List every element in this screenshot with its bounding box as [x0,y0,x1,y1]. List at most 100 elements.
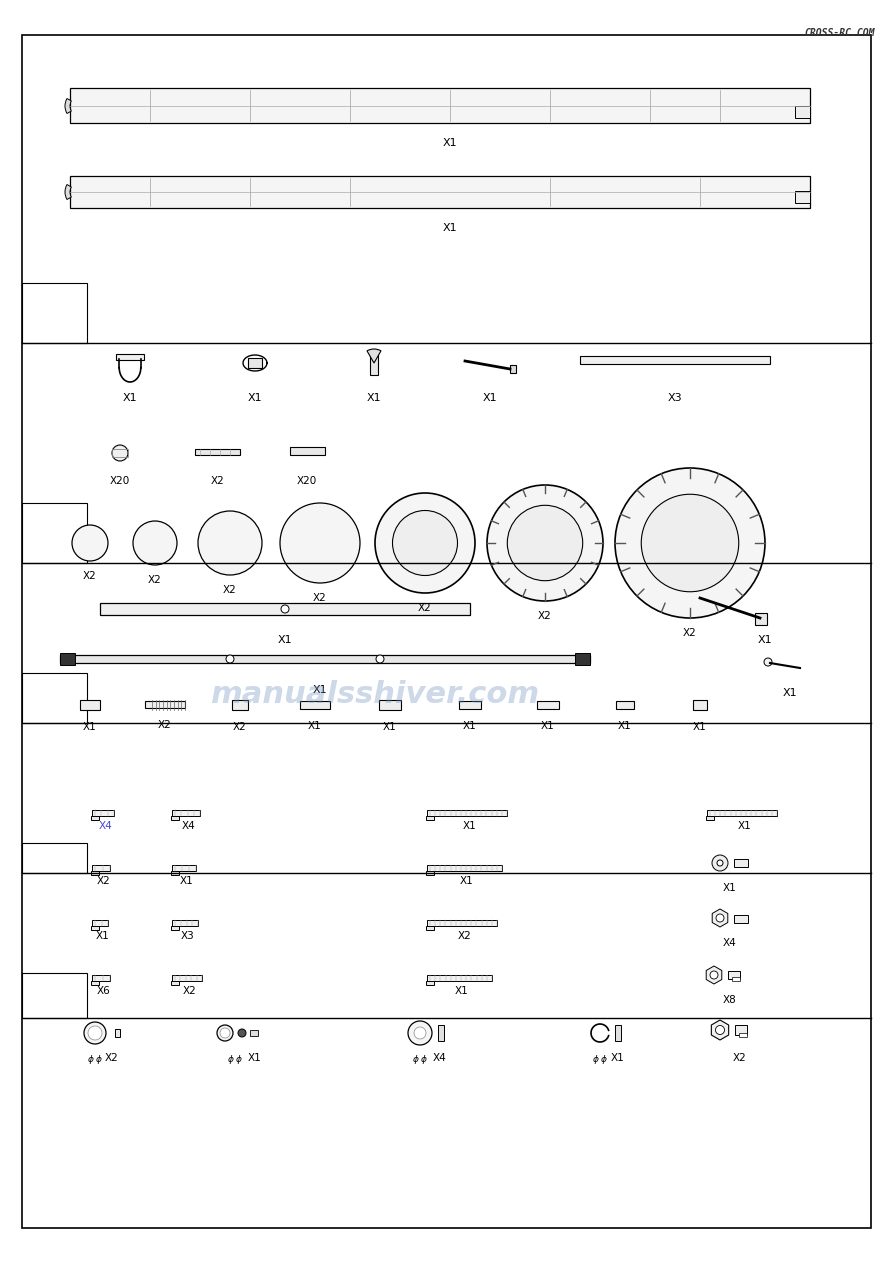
Bar [728,971,740,979]
Bar [112,450,128,457]
Bar [232,700,248,710]
Bar [60,655,590,663]
Circle shape [88,1026,102,1039]
Text: X1: X1 [618,721,632,731]
Text: X1: X1 [693,722,707,733]
Circle shape [764,658,772,666]
Bar [60,653,75,666]
Bar [706,816,714,820]
Circle shape [717,860,723,866]
Circle shape [393,510,457,576]
Bar [172,865,196,871]
Bar [510,365,516,373]
Text: X1: X1 [122,393,138,403]
Bar [171,926,179,930]
Text: X1: X1 [611,1053,625,1063]
Circle shape [716,914,724,922]
Circle shape [217,1026,233,1041]
Text: X20: X20 [110,476,130,486]
Text: X2: X2 [223,585,237,595]
Bar [91,871,99,875]
Text: X1: X1 [541,721,555,731]
Bar [92,919,108,926]
Bar [171,816,179,820]
Text: X1: X1 [308,721,321,731]
Bar [22,842,87,873]
Bar [22,973,87,1018]
Circle shape [615,469,765,618]
Text: X3: X3 [668,393,682,403]
Text: $\phi$ $\phi$: $\phi$ $\phi$ [227,1053,243,1066]
Bar [172,919,198,926]
Text: X1: X1 [83,722,96,733]
Text: X2: X2 [105,1053,119,1063]
Bar [734,859,748,866]
Circle shape [133,522,177,565]
Bar [92,810,114,816]
Text: X4: X4 [433,1053,446,1063]
Bar [300,701,330,709]
Text: X1: X1 [247,393,263,403]
Text: X1: X1 [723,883,737,893]
Text: X1: X1 [463,721,477,731]
Text: X20: X20 [296,476,317,486]
Text: X4: X4 [723,938,737,949]
Circle shape [487,485,603,601]
Bar [22,503,87,563]
Bar [427,919,497,926]
Bar [693,700,707,710]
Text: manualsshiver.com: manualsshiver.com [211,681,539,709]
Bar [70,176,810,208]
Circle shape [507,505,583,581]
Text: X1: X1 [443,138,457,148]
Bar [172,975,202,981]
Text: X1: X1 [443,224,457,232]
Bar [427,810,507,816]
Text: X1: X1 [739,821,752,831]
Circle shape [414,1027,426,1039]
Bar [80,700,100,710]
Circle shape [376,655,384,663]
Bar [70,88,810,123]
Bar [250,1031,258,1036]
Bar [195,450,240,455]
Bar [755,613,767,625]
Bar [735,1026,747,1034]
Text: X2: X2 [313,594,327,602]
Text: $\phi$ $\phi$: $\phi$ $\phi$ [87,1053,104,1066]
Text: X2: X2 [733,1053,747,1063]
Text: X2: X2 [83,571,96,581]
Wedge shape [367,349,381,362]
Bar [739,1033,747,1037]
Text: $\phi$ $\phi$: $\phi$ $\phi$ [592,1053,608,1066]
Text: X4: X4 [99,821,113,831]
Circle shape [710,971,718,979]
Circle shape [408,1021,432,1045]
Bar [426,981,434,985]
Bar [171,981,179,985]
Bar [100,602,470,615]
Bar [427,865,502,871]
Text: X1: X1 [455,986,469,997]
Text: X2: X2 [97,877,111,887]
Bar [426,926,434,930]
Circle shape [238,1029,246,1037]
Text: X2: X2 [183,986,196,997]
Bar [116,355,144,360]
Bar [795,191,810,203]
Text: X8: X8 [723,995,737,1005]
Text: X1: X1 [278,635,292,645]
Text: X1: X1 [367,393,381,403]
Text: $\phi$ $\phi$: $\phi$ $\phi$ [412,1053,429,1066]
Circle shape [715,1026,724,1034]
Circle shape [641,494,739,592]
Text: X1: X1 [757,635,772,645]
Wedge shape [65,99,71,114]
Text: X1: X1 [463,821,477,831]
Bar [92,975,110,981]
Circle shape [226,655,234,663]
Circle shape [281,605,289,613]
Bar [707,810,777,816]
Bar [248,357,262,368]
Text: X1: X1 [460,877,474,887]
